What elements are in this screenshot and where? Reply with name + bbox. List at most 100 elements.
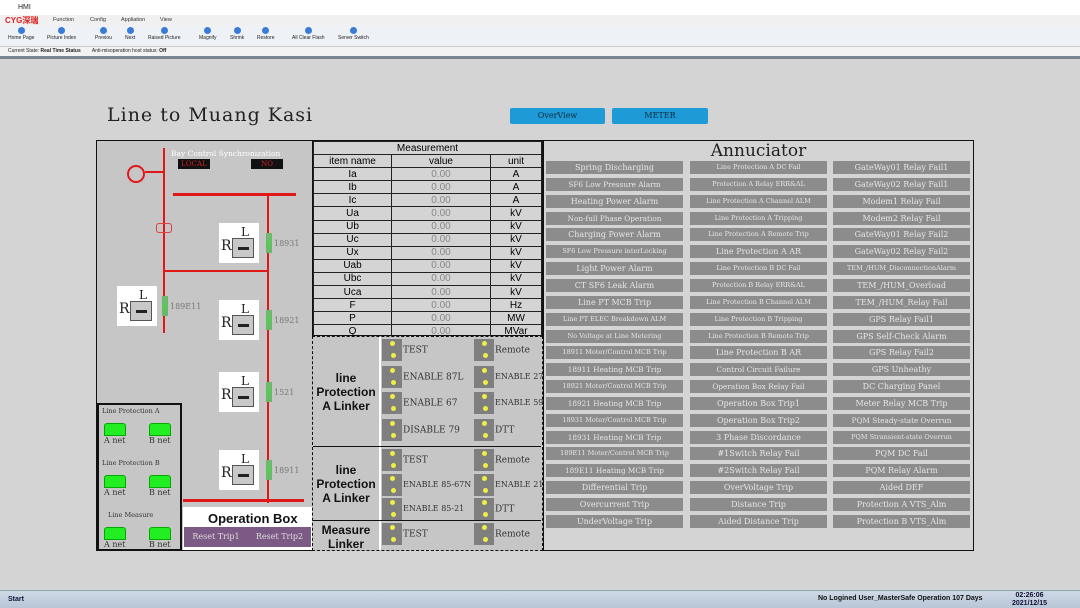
linker-toggle[interactable]: Remote <box>474 449 530 471</box>
measurement-row: Uc 0.00 kV <box>313 232 542 247</box>
menu-config[interactable]: Config <box>90 17 106 23</box>
annunciator-alarm: Protection B Relay ERR&AL <box>690 278 827 292</box>
toolbar-label: Restore <box>257 35 275 41</box>
network-a-label: A net <box>104 540 126 549</box>
linker-toggle[interactable]: Remote <box>474 523 530 545</box>
anti-value: Off <box>159 48 167 54</box>
toolbar-button-all-clear-flash[interactable]: All Clear Flash <box>292 27 325 41</box>
toolbar-button-raised-picture[interactable]: Raised Picture <box>148 27 181 41</box>
toolbar-icon <box>262 27 270 34</box>
measurement-row: F 0.00 Hz <box>313 298 542 313</box>
current-transformer-icon <box>156 223 172 233</box>
toolbar-button-previou[interactable]: Previou <box>95 27 112 41</box>
network-a-label: A net <box>104 488 126 497</box>
annunciator-alarm: DC Charging Panel <box>833 380 970 394</box>
measurement-row: P 0.00 MW <box>313 311 542 326</box>
linker-section: line Protection A Linker TEST Remote ENABLE… <box>313 337 543 447</box>
network-group-title: Line Protection B <box>102 459 160 467</box>
measurement-unit: kV <box>490 219 542 234</box>
breaker-18931-icon[interactable] <box>266 233 272 253</box>
menu-function[interactable]: Function <box>53 17 75 23</box>
linker-toggle[interactable]: Remote <box>474 339 530 361</box>
breaker-18911-icon[interactable] <box>266 460 272 480</box>
linker-toggle[interactable]: ENABLE 67 <box>382 392 457 414</box>
linker-toggle[interactable]: ENABLE 85-21 <box>382 498 464 520</box>
sync-label: Synchronization <box>218 149 281 158</box>
network-b-icon <box>149 423 171 436</box>
state-value: Real Time Status <box>40 48 81 54</box>
linker-toggle[interactable]: TEST <box>382 449 428 471</box>
overview-button[interactable]: OverView <box>510 108 605 124</box>
linker-label: ENABLE 59 <box>495 398 544 407</box>
measurement-unit: Hz <box>490 298 542 313</box>
annunciator-alarm: PQM Steady-state Overrun <box>833 413 970 427</box>
taskbar: Start No Logined User_MasterSafe Operati… <box>0 590 1080 608</box>
toolbar: Home Page Picture Index Previou Next Raised … <box>0 26 1080 47</box>
linker-switch-icon <box>382 498 402 520</box>
linker-label: DTT <box>495 504 515 515</box>
annunciator-alarm: Line PT MCB Trip <box>546 295 683 309</box>
reset-trip2-button[interactable]: Reset Trip2 <box>248 527 311 547</box>
meter-button[interactable]: METER <box>612 108 708 124</box>
switch-label-18931: 18931 <box>274 239 300 248</box>
toolbar-label: Shrink <box>230 35 245 41</box>
annunciator-alarm: GPS Relay Fail2 <box>833 346 970 360</box>
measurement-item: Uc <box>313 232 392 247</box>
linker-toggle[interactable]: TEST <box>382 523 428 545</box>
measurement-item: Ua <box>313 206 392 221</box>
breaker-1521-icon[interactable] <box>266 382 272 402</box>
start-button[interactable]: Start <box>8 596 24 603</box>
linker-toggle[interactable]: DISABLE 79 <box>382 418 460 441</box>
linker-toggle[interactable]: ENABLE 27 <box>474 365 543 388</box>
annunciator-alarm: 18921 Heating MCB Trip <box>546 396 683 410</box>
network-a-icon <box>104 423 126 436</box>
toolbar-button-next[interactable]: Next <box>125 27 135 41</box>
toolbar-button-home-page[interactable]: Home Page <box>8 27 34 41</box>
breaker-18921-icon[interactable] <box>266 310 272 330</box>
toolbar-button-shrink[interactable]: Shrink <box>230 27 244 41</box>
linker-toggle[interactable]: DTT <box>474 498 514 520</box>
toolbar-button-server-switch[interactable]: Server Switch <box>338 27 369 41</box>
measurement-row: Ic 0.00 A <box>313 193 542 208</box>
linker-toggle[interactable]: DTT <box>474 418 514 441</box>
linker-toggle[interactable]: ENABLE 85-67N <box>382 473 471 496</box>
linker-switch-icon <box>474 449 494 471</box>
annunciator-alarm: Distance Trip <box>690 498 827 511</box>
toolbar-label: Picture Index <box>47 35 77 41</box>
breaker-189E11-icon[interactable] <box>162 296 168 316</box>
annunciator-alarm: Line Protection A AR <box>690 245 827 259</box>
operation-box: Operation Box Reset Trip1 Reset Trip2 <box>183 507 312 550</box>
linker-switch-icon <box>382 449 402 471</box>
annunciator-alarm: Line Protection A Channel ALM <box>690 194 827 208</box>
linker-toggle[interactable]: ENABLE 21 <box>474 473 543 496</box>
local-letter: L <box>241 302 249 316</box>
window-title: HMI <box>18 4 31 11</box>
linker-toggle[interactable]: TEST <box>382 339 428 361</box>
sync-value[interactable]: NO <box>251 159 283 169</box>
reset-trip1-button[interactable]: Reset Trip1 <box>184 527 248 547</box>
toolbar-button-magnify[interactable]: Magnify <box>199 27 217 41</box>
linker-label: TEST <box>403 345 428 356</box>
measurement-unit: kV <box>490 206 542 221</box>
bay-control-value[interactable]: LOCAL <box>178 159 210 169</box>
annunciator-alarm: 18911 Heating MCB Trip <box>546 363 683 377</box>
linker-toggle[interactable]: ENABLE 87L <box>382 365 463 388</box>
toolbar-button-picture-index[interactable]: Picture Index <box>47 27 76 41</box>
menu-view[interactable]: View <box>160 17 172 23</box>
linker-toggle[interactable]: ENABLE 59 <box>474 392 543 414</box>
linker-switch-icon <box>474 365 494 388</box>
linker-switch-icon <box>382 523 402 545</box>
annunciator-alarm: #2Switch Relay Fail <box>690 464 827 478</box>
measurement-unit: A <box>490 193 542 208</box>
annunciator-alarm: GateWay01 Relay Fail1 <box>833 161 970 174</box>
annunciator-alarm: GateWay01 Relay Fail2 <box>833 228 970 242</box>
menu-application[interactable]: Appliation <box>121 17 146 23</box>
switch-label-18921: 18921 <box>274 316 300 325</box>
annunciator-alarm: Spring Discharging <box>546 161 683 174</box>
toolbar-button-restore[interactable]: Restore <box>257 27 275 41</box>
